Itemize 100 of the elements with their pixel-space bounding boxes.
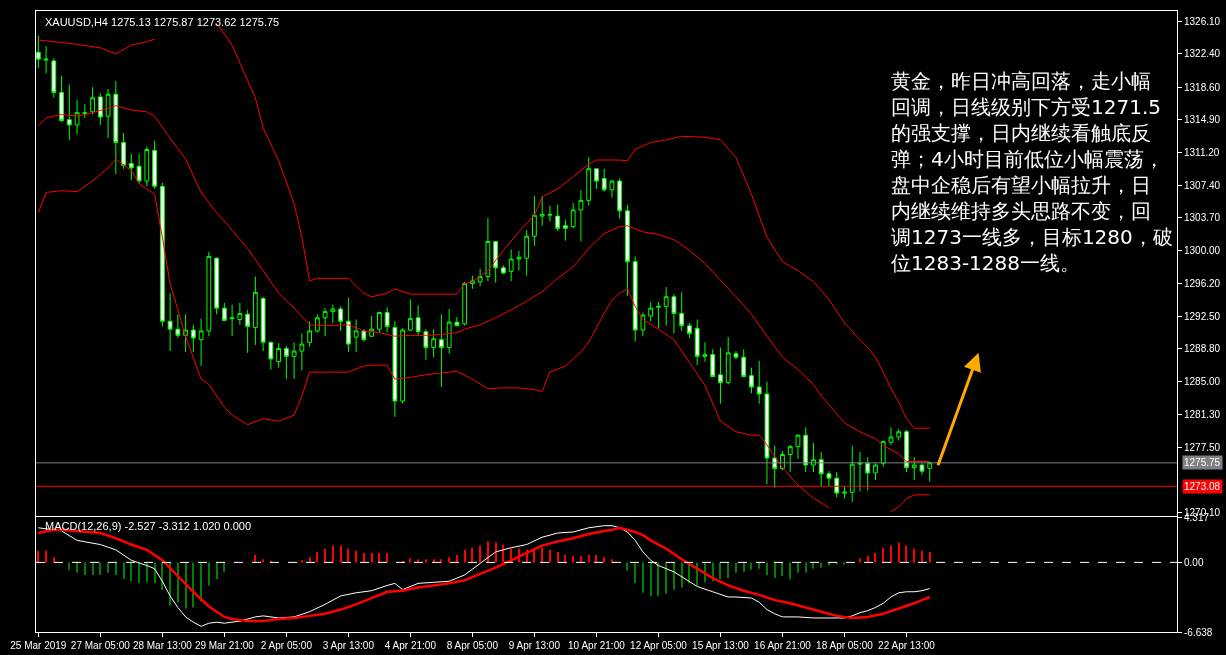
bar <box>603 557 605 563</box>
bar <box>371 552 373 563</box>
bar <box>448 557 450 563</box>
bar <box>820 562 822 568</box>
candlestick <box>283 345 289 380</box>
bar <box>626 562 628 571</box>
candlestick <box>710 348 716 378</box>
y-tick-label: 1322.40 <box>1184 48 1221 60</box>
y-tick-label: 1292.50 <box>1184 310 1221 322</box>
x-tick-label: 18 Apr 05:00 <box>816 640 874 651</box>
bar <box>130 562 132 582</box>
candlestick <box>51 57 57 99</box>
candlestick <box>307 320 313 348</box>
candlestick <box>322 307 328 337</box>
candlestick <box>221 302 227 322</box>
candlestick <box>516 250 522 271</box>
y-tick-label: 1300.00 <box>1184 244 1221 256</box>
candlestick <box>159 182 165 328</box>
candlestick <box>105 88 111 139</box>
candlestick <box>795 433 801 460</box>
bar <box>735 562 737 573</box>
bar <box>549 549 551 563</box>
candlestick <box>97 92 103 126</box>
bar <box>657 562 659 596</box>
candlestick <box>66 84 72 141</box>
bar <box>332 545 334 563</box>
x-tick-label: 3 Apr 13:00 <box>322 640 375 651</box>
candlestick <box>663 286 669 327</box>
bar <box>898 542 900 563</box>
candlestick <box>462 281 468 327</box>
candlestick <box>570 202 576 229</box>
candlestick <box>609 179 615 199</box>
candlestick <box>741 348 747 378</box>
bar <box>433 559 435 563</box>
candlestick <box>702 341 708 363</box>
bar <box>913 548 915 563</box>
candlestick <box>524 229 530 277</box>
bar <box>417 559 419 563</box>
candlestick <box>407 298 413 332</box>
candlestick <box>299 333 305 371</box>
candlestick <box>291 341 297 380</box>
bar <box>45 550 47 563</box>
candlestick <box>59 75 64 123</box>
candlestick <box>904 429 909 473</box>
candlestick <box>594 168 599 190</box>
candlestick <box>834 471 840 498</box>
bar <box>262 559 264 563</box>
candlestick <box>353 319 359 353</box>
candlestick <box>563 219 568 242</box>
bar <box>650 562 652 596</box>
bar <box>386 552 388 563</box>
candlestick <box>237 302 243 326</box>
candlestick <box>718 347 723 405</box>
candlestick <box>632 255 638 342</box>
candlestick <box>857 451 863 492</box>
candlestick <box>617 177 623 220</box>
candlestick <box>167 292 173 352</box>
candlestick <box>586 156 592 207</box>
bar <box>743 562 745 572</box>
bar <box>774 562 776 579</box>
candlestick <box>873 462 878 481</box>
candlestick <box>454 316 460 328</box>
ref-line-label: 1275.75 <box>1184 457 1221 468</box>
bar <box>456 555 458 563</box>
bar <box>146 562 148 583</box>
candlestick <box>361 328 367 342</box>
candlestick <box>578 189 584 243</box>
candlestick <box>656 301 661 329</box>
candlestick <box>144 146 150 187</box>
bar <box>84 562 86 575</box>
bar <box>347 548 349 563</box>
x-tick-label: 29 Mar 21:00 <box>194 640 255 651</box>
x-tick-label: 8 Apr 05:00 <box>446 640 499 651</box>
bar <box>409 558 411 563</box>
y-tick-label: 1311.20 <box>1184 146 1220 158</box>
candlestick <box>338 305 344 332</box>
candlestick <box>245 309 251 354</box>
candlestick <box>508 248 514 282</box>
candlestick <box>539 195 545 227</box>
bar <box>588 555 590 563</box>
y-tick-label: 1314.90 <box>1184 114 1221 126</box>
bar <box>750 562 752 570</box>
y-tick-label: 1326.10 <box>1184 16 1221 28</box>
candlestick <box>625 204 630 297</box>
bar <box>921 550 923 563</box>
candlestick <box>485 217 491 282</box>
candlestick <box>276 342 282 369</box>
line-series <box>890 494 931 512</box>
x-tick-label: 22 Apr 13:00 <box>878 640 936 651</box>
bar <box>309 557 311 563</box>
bar <box>557 551 559 563</box>
candlestick <box>671 293 677 335</box>
candlestick <box>152 140 157 190</box>
candlestick <box>415 305 421 337</box>
bar <box>471 547 473 563</box>
candlestick <box>423 328 429 361</box>
x-tick-label: 15 Apr 13:00 <box>692 640 750 651</box>
x-tick-label: 4 Apr 21:00 <box>384 640 437 651</box>
y-tick-label: 1303.70 <box>1184 212 1221 224</box>
bar <box>378 552 380 563</box>
